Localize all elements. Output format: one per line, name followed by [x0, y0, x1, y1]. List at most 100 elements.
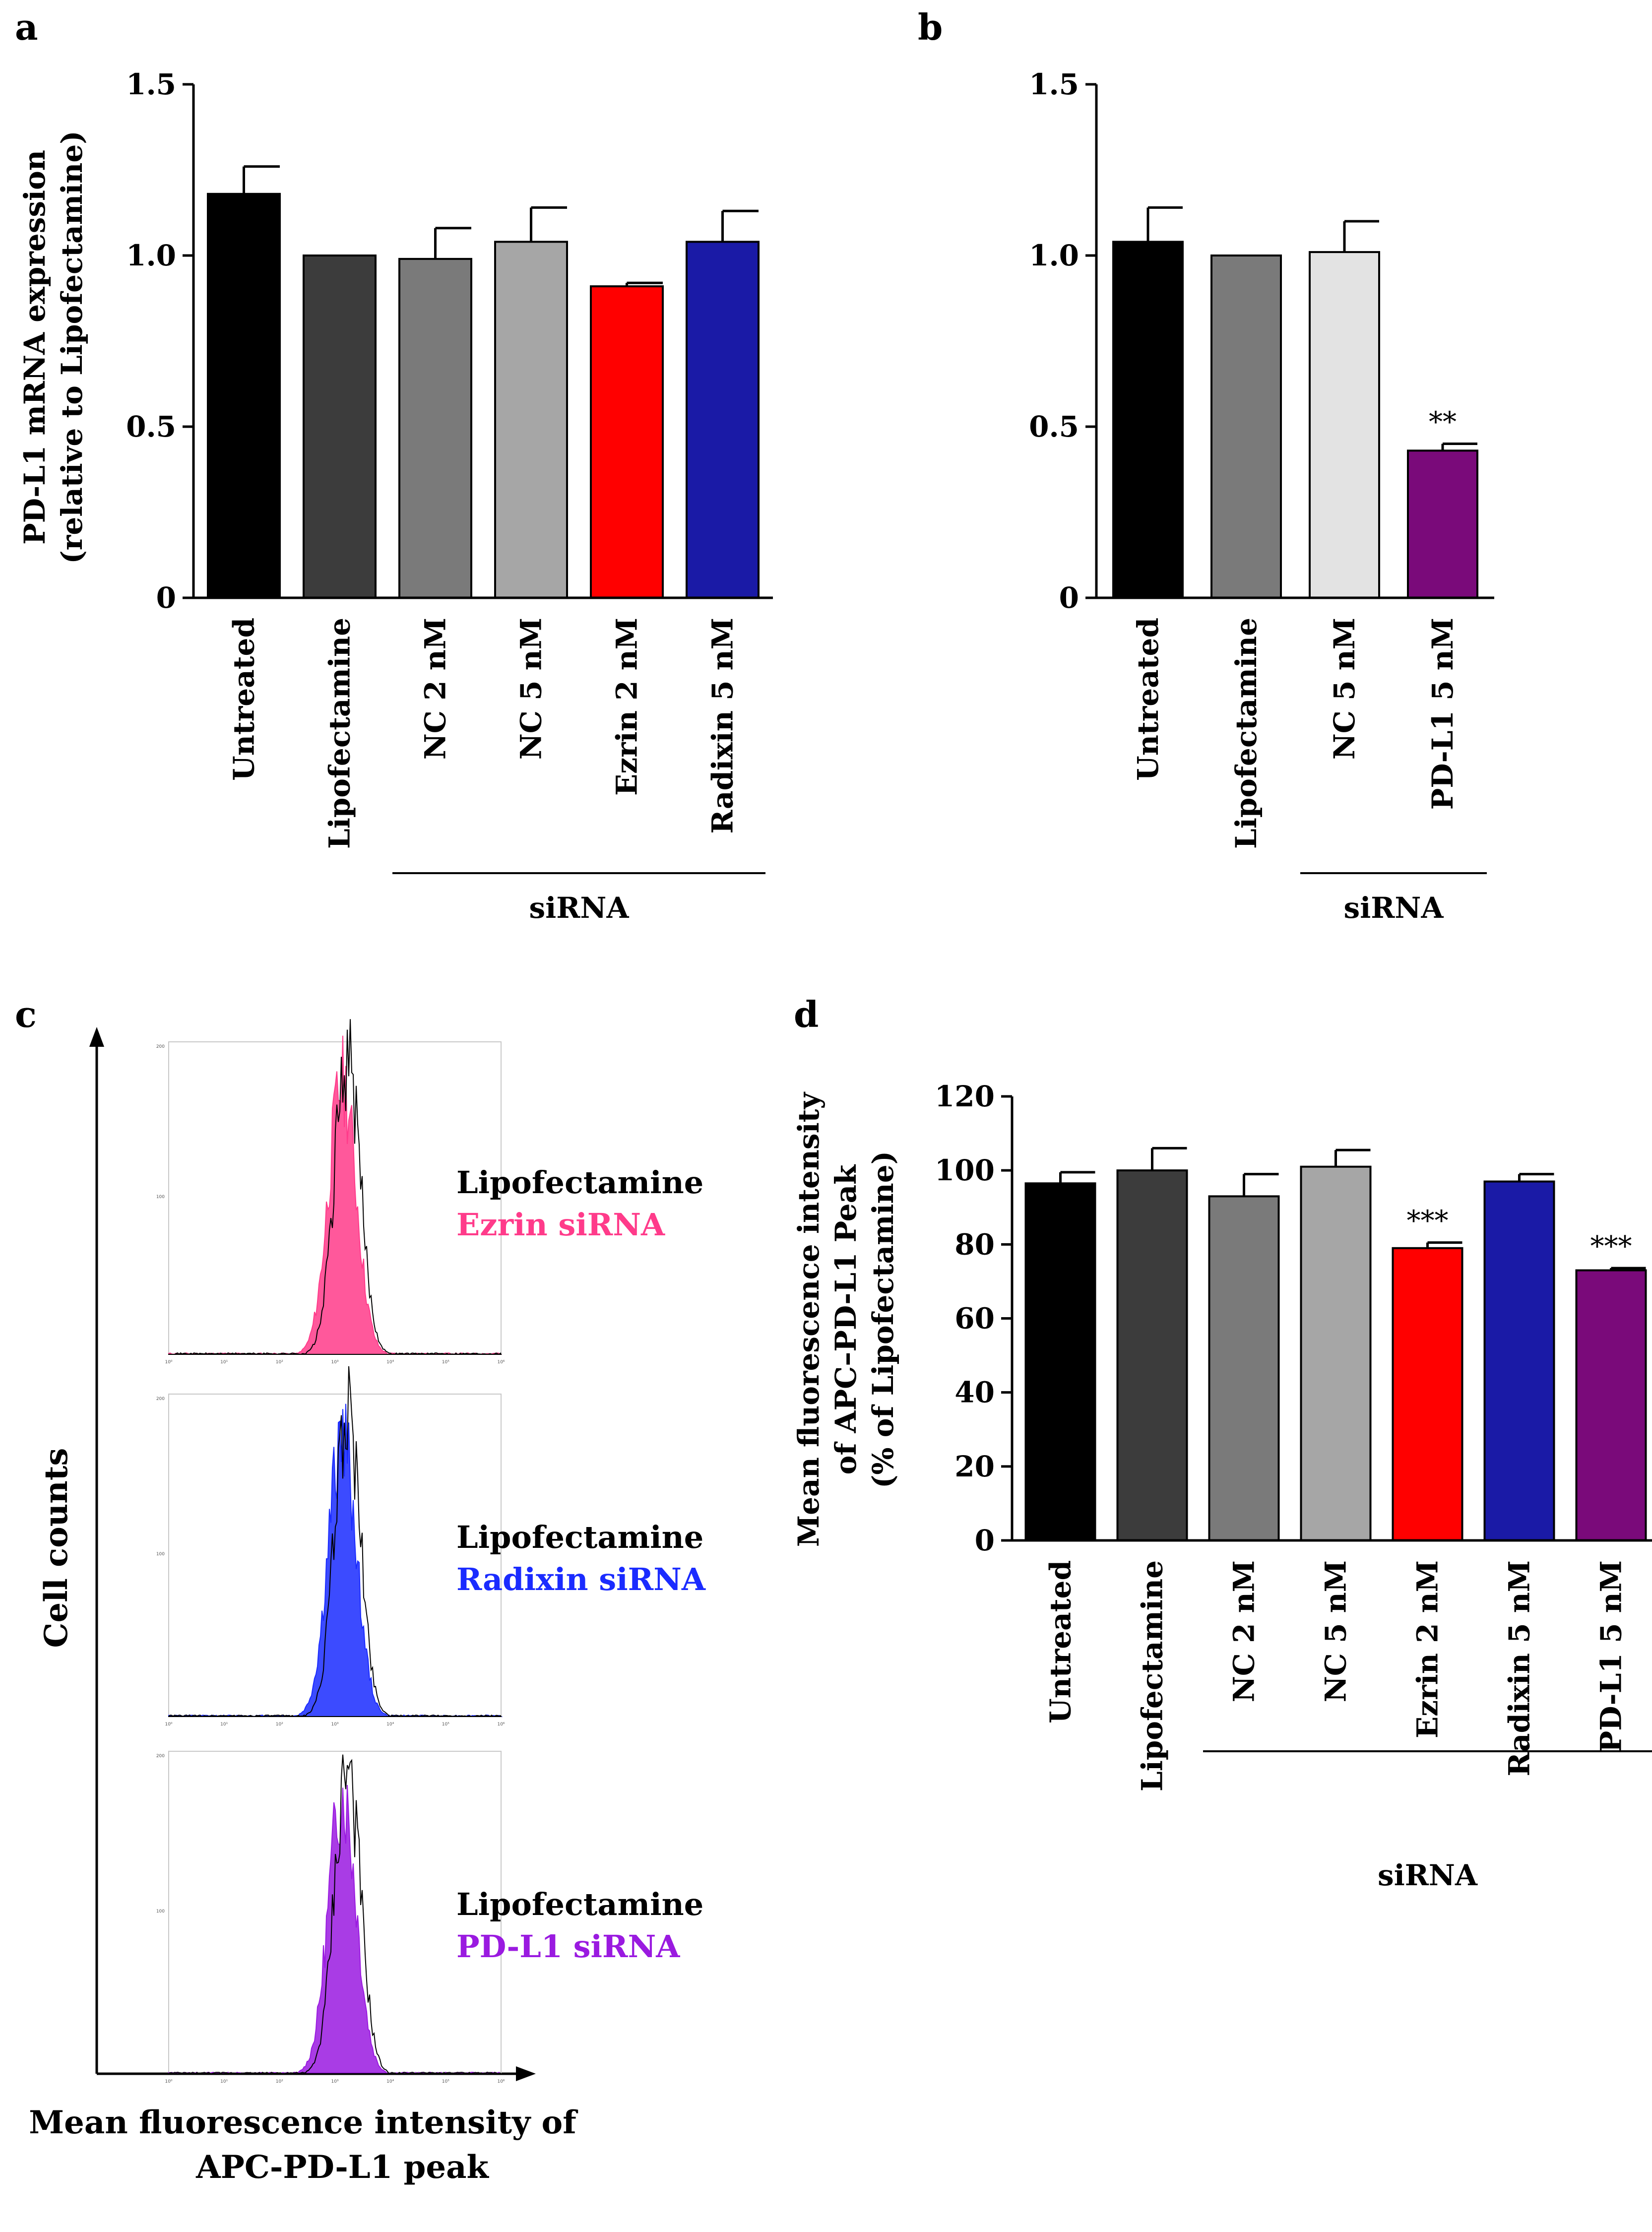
- y-tick-label: 100: [935, 1153, 995, 1187]
- bar: [303, 255, 377, 599]
- y-tick-label: 1.5: [1029, 67, 1079, 101]
- category-label: Radixin 5 nM: [706, 618, 740, 834]
- bar: [398, 257, 472, 599]
- bar: [590, 285, 664, 599]
- histogram-x-tick: 10¹: [220, 1722, 228, 1727]
- category-label: Lipofectamine: [323, 618, 357, 849]
- category-label: NC 5 nM: [514, 618, 548, 760]
- y-tick-label: 60: [954, 1302, 995, 1336]
- y-tick-label: 0: [975, 1524, 995, 1557]
- histogram-x-tick: 10⁴: [386, 2079, 394, 2084]
- category-label: Untreated: [227, 618, 261, 781]
- panel-label-a: a: [15, 6, 38, 48]
- category-label: Ezrin 2 nM: [1411, 1560, 1445, 1738]
- histogram-x-tick: 10³: [331, 2079, 338, 2084]
- treated-histogram: [168, 1035, 503, 1355]
- mfi-label-line-1: Mean fluorescence intensity of: [29, 2104, 578, 2141]
- bar: [1407, 449, 1478, 599]
- histogram-x-tick: 10²: [276, 2079, 283, 2084]
- category-label: Lipofectamine: [1136, 1560, 1169, 1791]
- y-tick-label: 1.5: [126, 67, 176, 101]
- bar: [1309, 251, 1380, 599]
- bar: [494, 241, 568, 599]
- category-label: Untreated: [1131, 618, 1165, 781]
- bar: [1392, 1247, 1463, 1542]
- histogram-x-tick: 10¹: [220, 2079, 228, 2084]
- flow-histograms: Cell counts Mean fluorescence intensity …: [29, 1019, 706, 2186]
- y-tick-label: 0: [156, 581, 176, 615]
- y-tick-label: 1.0: [126, 239, 176, 272]
- legend-control-pdl1: Lipofectamine: [456, 1886, 703, 1922]
- histogram-x-tick: 10²: [276, 1722, 283, 1727]
- chart-d: 0 20 40 60 80 100 120 Mean fluorescence intensi…: [792, 1080, 1652, 1892]
- histogram-y-tick: 100: [156, 1909, 165, 1914]
- histogram-y-tick: 200: [156, 1044, 165, 1049]
- histogram-x-tick: 10⁴: [386, 1360, 394, 1365]
- histogram-x-tick: 10²: [276, 1360, 283, 1365]
- category-label: NC 2 nM: [1227, 1560, 1261, 1702]
- y-arrow-head: [89, 1027, 104, 1047]
- group-label: siRNA: [1378, 1858, 1478, 1892]
- histogram-radixin: 200 100 10⁰ 10¹ 10² 10³ 10⁴ 10⁵ 10⁶: [156, 1366, 505, 1727]
- histogram-y-tick: 200: [156, 1397, 165, 1402]
- category-label: NC 2 nM: [419, 618, 452, 760]
- legend-control-ezrin: Lipofectamine: [456, 1164, 703, 1201]
- bar: [1208, 1195, 1280, 1541]
- y-tick-label: 120: [935, 1080, 995, 1113]
- category-label: Untreated: [1044, 1560, 1078, 1723]
- category-label: PD-L1 5 nM: [1426, 618, 1460, 810]
- y-tick-label: 40: [954, 1376, 995, 1409]
- control-histogram: [168, 1754, 503, 2075]
- bar: [1210, 255, 1282, 599]
- histogram-y-tick: 100: [156, 1552, 165, 1557]
- legend-treated-ezrin: Ezrin siRNA: [456, 1207, 665, 1243]
- control-histogram: [168, 1019, 502, 1355]
- legend-treated-pdl1: PD-L1 siRNA: [456, 1928, 680, 1965]
- bar: [686, 241, 760, 599]
- histogram-x-tick: 10³: [331, 1360, 338, 1365]
- bar: [1575, 1269, 1647, 1542]
- histogram-x-tick: 10⁶: [497, 1722, 505, 1727]
- chart-a: 0 0.5 1.0 1.5 PD-L1 mRNA expression (relative…: [18, 67, 773, 925]
- y-axis-label: PD-L1 mRNA expression: [18, 150, 52, 545]
- y-tick-label: 0.5: [1029, 410, 1079, 444]
- histogram-x-tick: 10⁶: [497, 1360, 505, 1365]
- y-tick-label: 20: [954, 1450, 995, 1483]
- histogram-x-tick: 10¹: [220, 1360, 228, 1365]
- significance-marker: **: [1429, 406, 1457, 439]
- panel-label-c: c: [15, 993, 37, 1035]
- histogram-x-tick: 10⁴: [386, 1722, 394, 1727]
- group-label: siRNA: [529, 891, 630, 925]
- bar: [1300, 1165, 1372, 1541]
- panel-label-d: d: [794, 993, 819, 1035]
- histogram-x-tick: 10⁵: [442, 2079, 449, 2084]
- histogram-x-tick: 10⁰: [165, 2079, 172, 2084]
- bar: [207, 192, 281, 599]
- histogram-ezrin: 200 100 10⁰ 10¹ 10² 10³ 10⁴ 10⁵ 10⁶: [156, 1019, 505, 1365]
- significance-marker: ***: [1407, 1205, 1449, 1237]
- category-label: NC 5 nM: [1319, 1560, 1353, 1702]
- histogram-x-tick: 10⁵: [442, 1722, 449, 1727]
- histogram-x-tick: 10⁶: [497, 2079, 505, 2084]
- y-tick-label: 80: [954, 1227, 995, 1261]
- y-tick-label: 0: [1059, 581, 1079, 615]
- histogram-x-tick: 10⁰: [165, 1722, 172, 1727]
- category-label: NC 5 nM: [1328, 618, 1361, 760]
- bar: [1024, 1182, 1096, 1541]
- y-tick-label: 0.5: [126, 410, 176, 444]
- y-axis-label: of APC–PD-L1 Peak: [829, 1164, 863, 1475]
- control-histogram: [168, 1366, 502, 1718]
- category-label: Radixin 5 nM: [1503, 1560, 1536, 1777]
- category-label: Ezrin 2 nM: [610, 618, 644, 796]
- histogram-x-tick: 10³: [331, 1722, 338, 1727]
- category-label: PD-L1 5 nM: [1594, 1560, 1628, 1752]
- panel-label-b: b: [918, 6, 943, 48]
- significance-marker: ***: [1590, 1230, 1632, 1263]
- treated-histogram: [168, 1785, 501, 2075]
- cell-counts-label: Cell counts: [38, 1448, 75, 1648]
- x-arrow-head: [516, 2066, 536, 2081]
- bar: [1116, 1169, 1188, 1542]
- y-axis-label: (% of Lipofectamine): [866, 1151, 900, 1488]
- category-label: Lipofectamine: [1229, 618, 1263, 849]
- bar: [1112, 241, 1184, 599]
